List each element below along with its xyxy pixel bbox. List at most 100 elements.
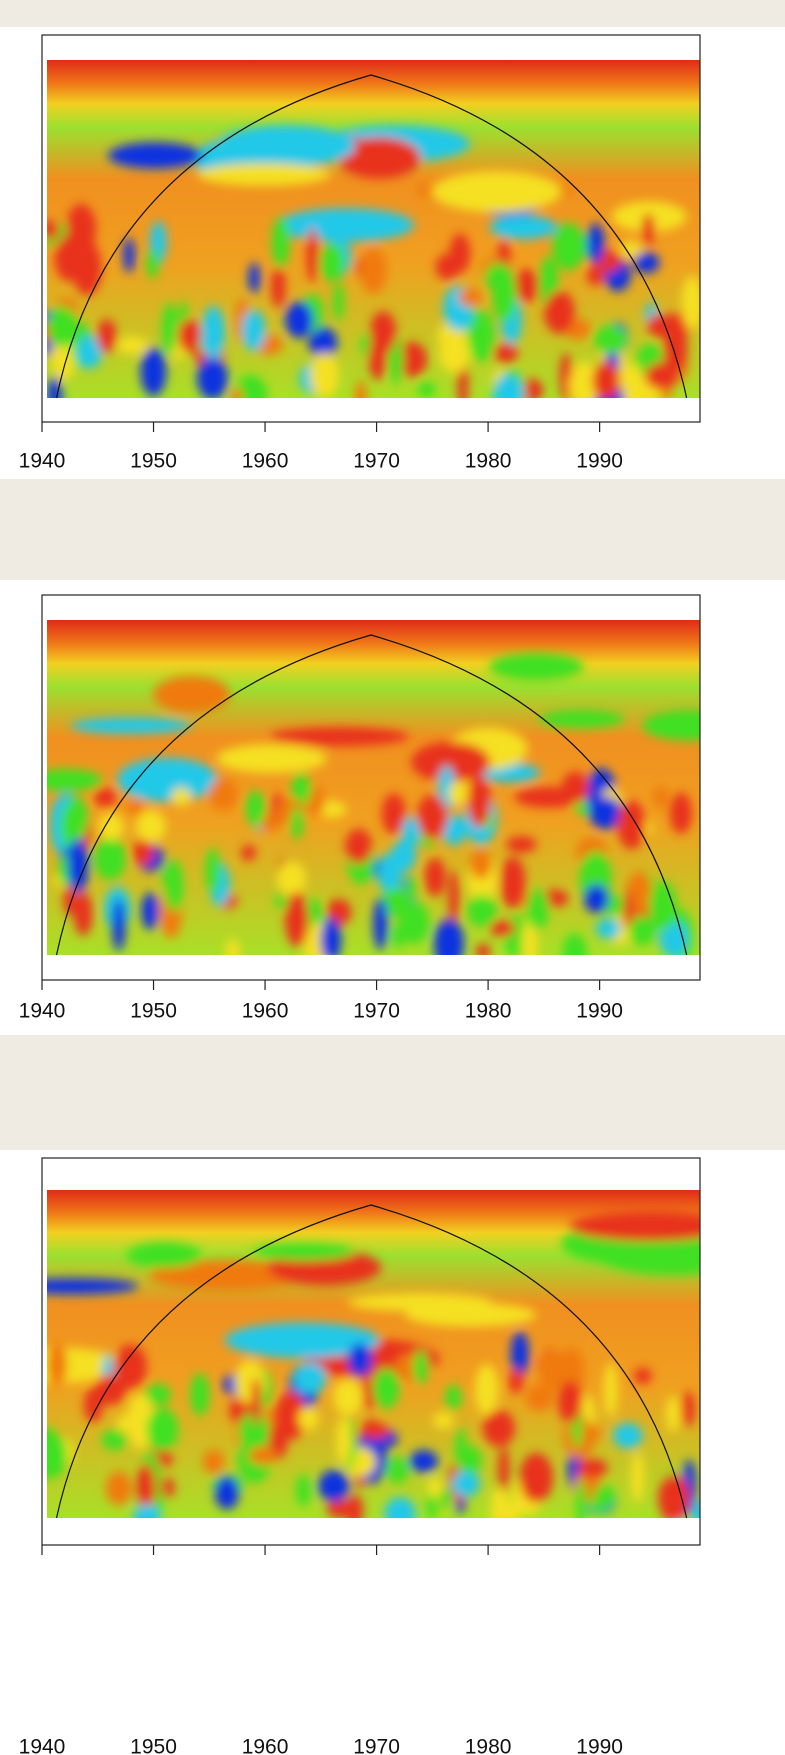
- x-tick-label: 1970: [353, 450, 400, 473]
- power-blob: [666, 1396, 680, 1432]
- power-blob: [249, 1446, 277, 1465]
- power-blob: [141, 893, 159, 930]
- power-blob: [285, 892, 309, 947]
- power-blob: [432, 171, 561, 213]
- power-blob: [406, 876, 416, 897]
- power-blob: [333, 1379, 363, 1416]
- power-blob: [205, 848, 220, 894]
- power-blob: [336, 1417, 351, 1465]
- power-blob: [209, 778, 239, 811]
- power-blob: [435, 254, 459, 280]
- power-blob: [587, 265, 604, 286]
- power-blob: [392, 923, 405, 948]
- power-blob: [123, 238, 134, 273]
- x-tick-label: 1950: [130, 1736, 177, 1755]
- power-blob: [670, 793, 692, 834]
- power-blob: [241, 845, 256, 861]
- power-blob: [153, 676, 230, 713]
- power-blob: [587, 223, 604, 264]
- power-blob: [117, 758, 217, 802]
- power-blob: [216, 744, 327, 773]
- power-blob: [653, 786, 669, 809]
- power-blob: [623, 891, 633, 928]
- power-blob: [467, 774, 491, 827]
- power-blob: [197, 356, 228, 399]
- x-tick-label: 1970: [353, 1000, 400, 1023]
- power-blob: [604, 1363, 618, 1417]
- x-tick-label: 1960: [242, 1736, 289, 1755]
- power-blob: [525, 1384, 554, 1411]
- x-tick-label: 1990: [576, 450, 623, 473]
- power-blob: [278, 208, 414, 242]
- power-blob: [55, 235, 83, 281]
- power-blob: [642, 213, 655, 245]
- power-blob: [291, 806, 303, 839]
- x-tick-label: 1980: [465, 450, 512, 473]
- x-tick-label: 1990: [576, 1000, 623, 1023]
- power-blob: [127, 1242, 202, 1268]
- power-blob: [277, 862, 306, 898]
- x-tick-label: 1940: [19, 1736, 66, 1755]
- power-blob: [370, 311, 397, 354]
- power-blob: [97, 319, 117, 353]
- power-blob: [164, 860, 183, 912]
- power-blob: [298, 1407, 318, 1430]
- power-blob: [293, 1363, 326, 1394]
- power-blob: [470, 849, 492, 879]
- power-blob: [489, 653, 584, 680]
- power-blob: [634, 252, 659, 273]
- power-blob: [448, 870, 459, 924]
- power-blob: [413, 1350, 428, 1384]
- power-spectrum: [0, 60, 703, 420]
- x-tick-label: 1980: [465, 1736, 512, 1755]
- power-blob: [84, 1388, 103, 1422]
- power-spectrum: [0, 1190, 754, 1535]
- power-blob: [594, 325, 627, 353]
- power-blob: [500, 857, 526, 909]
- power-blob: [489, 920, 515, 937]
- power-blob: [457, 1446, 482, 1476]
- power-blob: [425, 858, 446, 897]
- power-blob: [427, 1477, 442, 1498]
- power-blob: [345, 829, 372, 865]
- power-blob: [147, 1408, 179, 1451]
- power-blob: [592, 362, 619, 400]
- power-blob: [527, 888, 549, 930]
- power-blob: [117, 337, 148, 354]
- x-tick-label: 1940: [19, 450, 66, 473]
- power-blob: [215, 1476, 239, 1510]
- power-blob: [577, 1459, 608, 1478]
- power-blob: [190, 1373, 209, 1416]
- page: {"chart_data": [ {"type": "wavelet", "xl…: [0, 0, 785, 1755]
- power-blob: [48, 1342, 67, 1386]
- power-blob: [197, 163, 331, 186]
- power-blob: [106, 1471, 132, 1505]
- power-blob: [296, 1474, 311, 1506]
- power-blob: [509, 1369, 524, 1393]
- power-blob: [108, 142, 202, 168]
- power-blob: [634, 1368, 652, 1385]
- x-tick-label: 1950: [130, 1000, 177, 1023]
- power-blob: [494, 343, 518, 363]
- power-blob: [326, 1500, 356, 1518]
- power-blob: [513, 269, 540, 302]
- power-blob: [584, 884, 609, 913]
- power-blob: [448, 781, 468, 805]
- power-blob: [310, 353, 339, 398]
- power-blob: [593, 1486, 605, 1515]
- power-blob: [361, 1423, 390, 1439]
- power-blob: [203, 1449, 225, 1474]
- power-blob: [467, 895, 497, 927]
- power-blob: [485, 263, 512, 292]
- power-blob: [285, 302, 313, 339]
- power-blob: [440, 1489, 453, 1506]
- power-blob: [475, 1364, 499, 1415]
- power-blob: [318, 1470, 349, 1502]
- power-blob: [649, 882, 677, 931]
- power-blob: [617, 800, 645, 849]
- power-blob: [162, 303, 178, 355]
- power-blob: [498, 1447, 509, 1494]
- power-blob: [561, 356, 572, 381]
- power-blob: [506, 836, 537, 853]
- power-blob: [544, 291, 575, 334]
